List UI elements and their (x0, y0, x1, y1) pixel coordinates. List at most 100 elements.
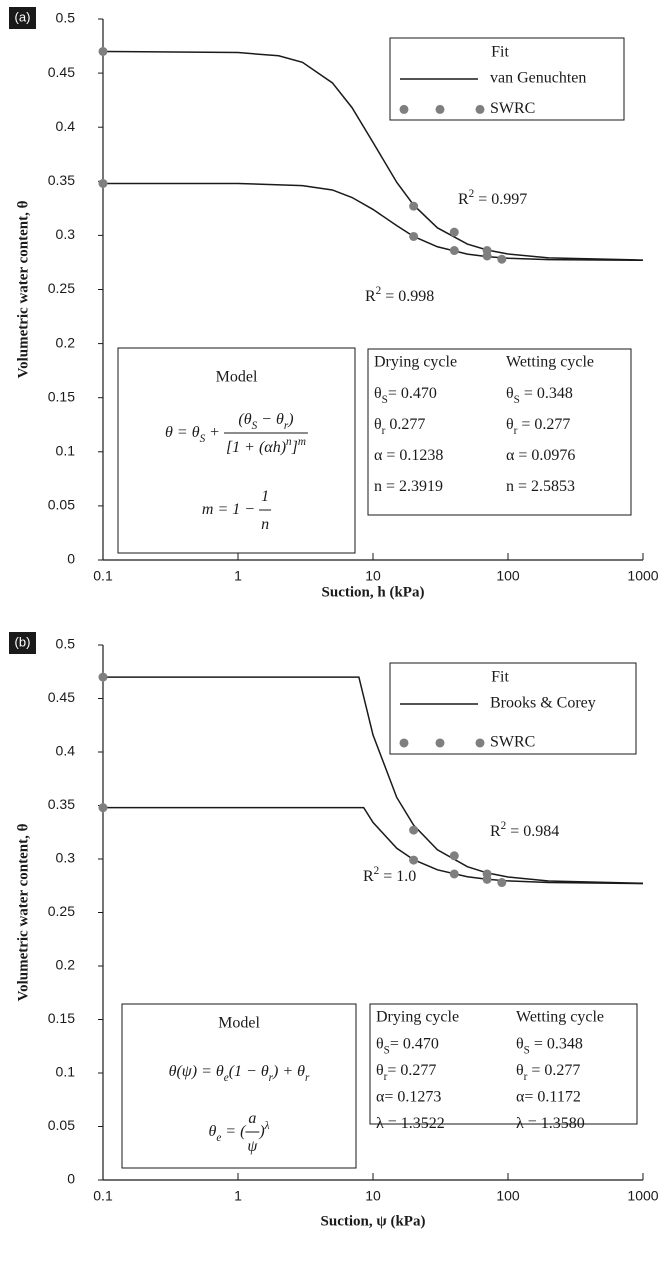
y-axis-title: Volumetric water content, θ (15, 200, 31, 378)
table-cell: θr = 0.277 (516, 1062, 580, 1083)
subscript: e (216, 1132, 221, 1144)
x-axis-title: Suction, h (kPa) (322, 584, 425, 600)
y-tick-label: 0.05 (48, 497, 75, 513)
text-run: a (248, 1110, 256, 1127)
data-point (449, 246, 459, 256)
y-tick-label: 0.5 (56, 10, 76, 26)
r-squared: R2 = 0.998 (365, 285, 434, 305)
text-run: ) (287, 411, 293, 428)
x-tick-label: 10 (365, 1188, 381, 1204)
legend-label: van Genuchten (490, 70, 586, 87)
text-run: − θ (257, 411, 284, 428)
text-run: = 0.998 (381, 288, 434, 305)
y-tick-label: 0.15 (48, 1010, 75, 1026)
text-run: = 0.348 (520, 385, 573, 402)
y-tick-label: 0.4 (56, 743, 76, 759)
text-run: α = 0.0976 (506, 447, 575, 464)
equation-numerator: 1 (261, 488, 269, 505)
text-run: θ (506, 385, 514, 402)
text-run: = 0.277 (517, 416, 570, 433)
legend-marker (399, 738, 409, 748)
y-tick-label: 0.45 (48, 689, 75, 705)
subscript: S (524, 1044, 530, 1056)
text-run: (θ (238, 411, 251, 428)
data-point (482, 874, 492, 884)
text-run: θ (516, 1062, 524, 1079)
equation: θ = θS + (165, 424, 224, 445)
superscript: 2 (469, 188, 475, 200)
model-box (121, 1003, 357, 1169)
superscript: 2 (376, 285, 382, 297)
y-tick-label: 0 (67, 1171, 75, 1187)
subscript: S (514, 394, 520, 406)
fit-line (103, 182, 644, 262)
superscript: λ (264, 1120, 270, 1132)
legend-title: Fit (491, 44, 509, 61)
text-run: [1 + (αh) (226, 439, 286, 456)
text-run: α= 0.1273 (376, 1088, 441, 1105)
equation-numerator: (θS − θr) (238, 411, 293, 432)
legend-marker (435, 738, 445, 748)
y-tick-label: 0.15 (48, 388, 75, 404)
table-header: Drying cycle (376, 1009, 459, 1026)
data-point (409, 855, 419, 865)
equation-denominator: [1 + (αh)n]m (226, 436, 306, 456)
x-tick-label: 100 (496, 1188, 520, 1204)
table-header: Wetting cycle (506, 354, 594, 371)
fit-line (103, 676, 644, 885)
text-run: = ( (221, 1123, 247, 1140)
x-tick-label: 1 (234, 1188, 242, 1204)
text-run: θ (516, 1035, 524, 1052)
legend-title: Fit (491, 669, 509, 686)
text-run: 0.277 (385, 416, 425, 433)
text-run: θ(ψ) = θ (169, 1063, 224, 1080)
table-cell: θr = 0.277 (506, 416, 570, 437)
text-run: R (458, 191, 469, 208)
data-point (98, 46, 108, 56)
y-tick-label: 0.2 (56, 334, 76, 350)
table-cell: α= 0.1273 (376, 1088, 441, 1105)
y-tick-label: 0.3 (56, 226, 76, 242)
y-tick-label: 0.5 (56, 636, 76, 652)
subscript: e (224, 1072, 229, 1084)
table-cell: α = 0.1238 (374, 447, 443, 464)
text-run: θ (376, 1062, 384, 1079)
data-point (482, 251, 492, 261)
table-cell: θS= 0.470 (376, 1035, 439, 1056)
legend-box (389, 662, 637, 755)
subscript: r (524, 1071, 528, 1083)
equation: θ(ψ) = θe(1 − θr) + θr (169, 1063, 310, 1084)
x-tick-label: 1000 (627, 1188, 658, 1204)
legend-marker (475, 104, 485, 114)
text-run: = 0.997 (474, 191, 527, 208)
text-run: λ = 1.3580 (516, 1115, 585, 1132)
y-tick-label: 0.2 (56, 957, 76, 973)
text-run: = 1.0 (379, 868, 416, 885)
y-tick-label: 0.45 (48, 64, 75, 80)
table-cell: α= 0.1172 (516, 1088, 581, 1105)
subscript: r (269, 1072, 274, 1084)
y-tick-label: 0.1 (56, 443, 76, 459)
legend-label: Brooks & Corey (490, 695, 596, 712)
y-tick-label: 0.35 (48, 796, 75, 812)
r-squared: R2 = 1.0 (363, 865, 416, 885)
y-tick-label: 0.25 (48, 280, 75, 296)
data-point (497, 878, 507, 888)
y-axis-title: Volumetric water content, θ (15, 823, 31, 1001)
table-box (367, 348, 632, 516)
data-point (409, 201, 419, 211)
x-tick-label: 1000 (627, 568, 658, 584)
text-run: θ (208, 1123, 216, 1140)
subscript: S (200, 433, 206, 445)
r-squared: R2 = 0.984 (490, 820, 559, 840)
subscript: r (284, 420, 289, 432)
equation-numerator: a (248, 1110, 256, 1127)
text-run: R (365, 288, 376, 305)
text-run: θ = θ (165, 424, 200, 441)
superscript: 2 (374, 865, 380, 877)
subscript: r (514, 425, 518, 437)
text-run: n (261, 516, 269, 533)
legend-marker (399, 104, 409, 114)
data-point (449, 869, 459, 879)
